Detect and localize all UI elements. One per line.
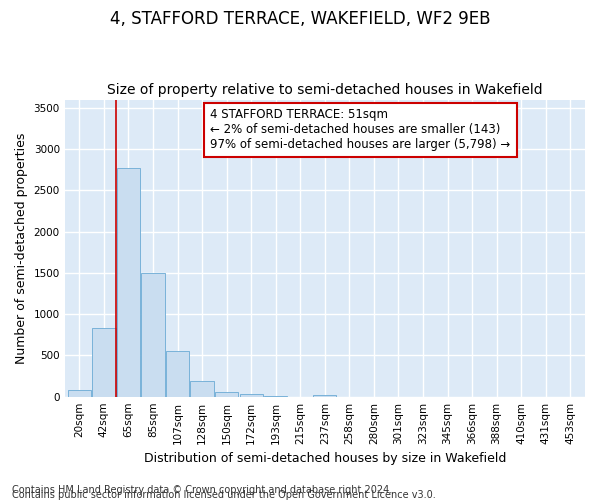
Bar	[117, 168, 140, 396]
Text: 4 STAFFORD TERRACE: 51sqm
← 2% of semi-detached houses are smaller (143)
97% of : 4 STAFFORD TERRACE: 51sqm ← 2% of semi-d…	[211, 108, 511, 152]
Bar	[239, 394, 263, 396]
X-axis label: Distribution of semi-detached houses by size in Wakefield: Distribution of semi-detached houses by …	[143, 452, 506, 465]
Bar	[215, 392, 238, 396]
Bar	[190, 382, 214, 396]
Bar	[142, 273, 164, 396]
Text: Contains HM Land Registry data © Crown copyright and database right 2024.: Contains HM Land Registry data © Crown c…	[12, 485, 392, 495]
Text: Contains public sector information licensed under the Open Government Licence v3: Contains public sector information licen…	[12, 490, 436, 500]
Y-axis label: Number of semi-detached properties: Number of semi-detached properties	[15, 132, 28, 364]
Bar	[68, 390, 91, 396]
Title: Size of property relative to semi-detached houses in Wakefield: Size of property relative to semi-detach…	[107, 83, 542, 97]
Bar	[313, 394, 337, 396]
Bar	[166, 351, 189, 397]
Text: 4, STAFFORD TERRACE, WAKEFIELD, WF2 9EB: 4, STAFFORD TERRACE, WAKEFIELD, WF2 9EB	[110, 10, 490, 28]
Bar	[92, 328, 116, 396]
